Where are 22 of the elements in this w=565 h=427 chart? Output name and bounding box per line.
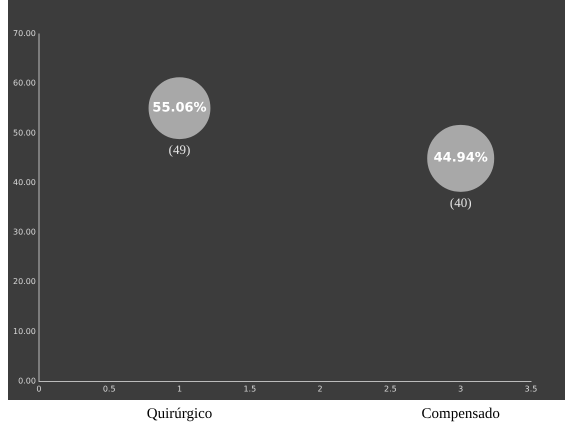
annotation: (40) [450,194,472,210]
x-tick-label: 1.5 [243,384,256,394]
y-tick-label: 40.00 [12,178,36,187]
y-tick-label: 0.00 [18,376,36,386]
y-tick-label: 70.00 [12,29,36,38]
text: Compensado [422,406,500,422]
x-tick-label: 3 [458,384,464,394]
y-tick-label: 30.00 [12,228,36,237]
y-tick-label: 60.00 [12,78,36,88]
x-tick-label: 3.5 [524,384,538,394]
x-tick-label: 2 [318,384,323,394]
x-tick-label: 2.5 [384,384,397,394]
data-label: 55.06% [152,100,207,116]
text: Quirúrgico [146,406,212,422]
x-tick-label: 0 [36,384,42,394]
x-tick-label: 0.5 [102,384,116,394]
x-tick-label: 1 [176,384,182,394]
y-tick-label: 50.00 [12,128,36,138]
annotation: (49) [168,142,190,157]
y-tick-label: 20.00 [12,277,36,286]
y-tick-label: 10.00 [12,326,36,336]
data-label: 44.94% [434,150,488,166]
